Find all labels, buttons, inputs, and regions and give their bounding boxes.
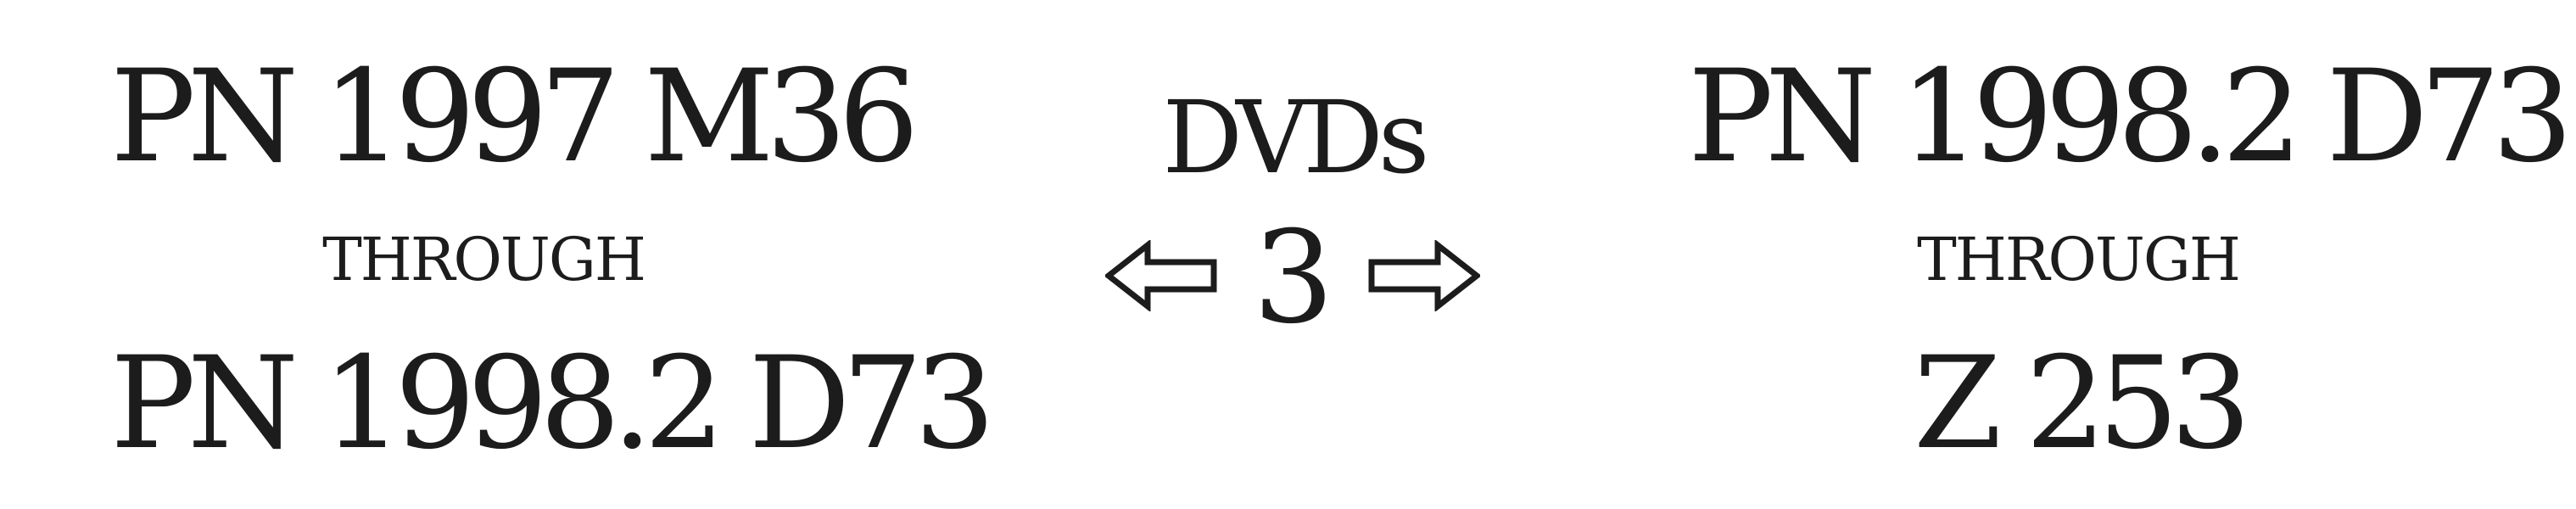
- left-call-number-range: PN 1997 M36 THROUGH PN 1998.2 D73: [110, 0, 996, 509]
- left-range-end: PN 1998.2 D73: [110, 330, 996, 478]
- left-outline-arrow-icon: [1105, 240, 1217, 311]
- right-outline-arrow-icon: [1368, 240, 1480, 311]
- right-range-start: PN 1998.2 D73: [1688, 43, 2573, 191]
- right-range-through: THROUGH: [1917, 225, 2241, 294]
- center-direction-sign: DVDs 3: [1060, 0, 1527, 509]
- right-call-number-range: PN 1998.2 D73 THROUGH Z 253: [1688, 0, 2573, 509]
- floor-number: 3: [1253, 204, 1334, 352]
- collection-label: DVDs: [1162, 79, 1430, 196]
- right-range-end: Z 253: [1913, 330, 2251, 478]
- left-range-start: PN 1997 M36: [110, 43, 919, 191]
- left-range-through: THROUGH: [322, 225, 646, 294]
